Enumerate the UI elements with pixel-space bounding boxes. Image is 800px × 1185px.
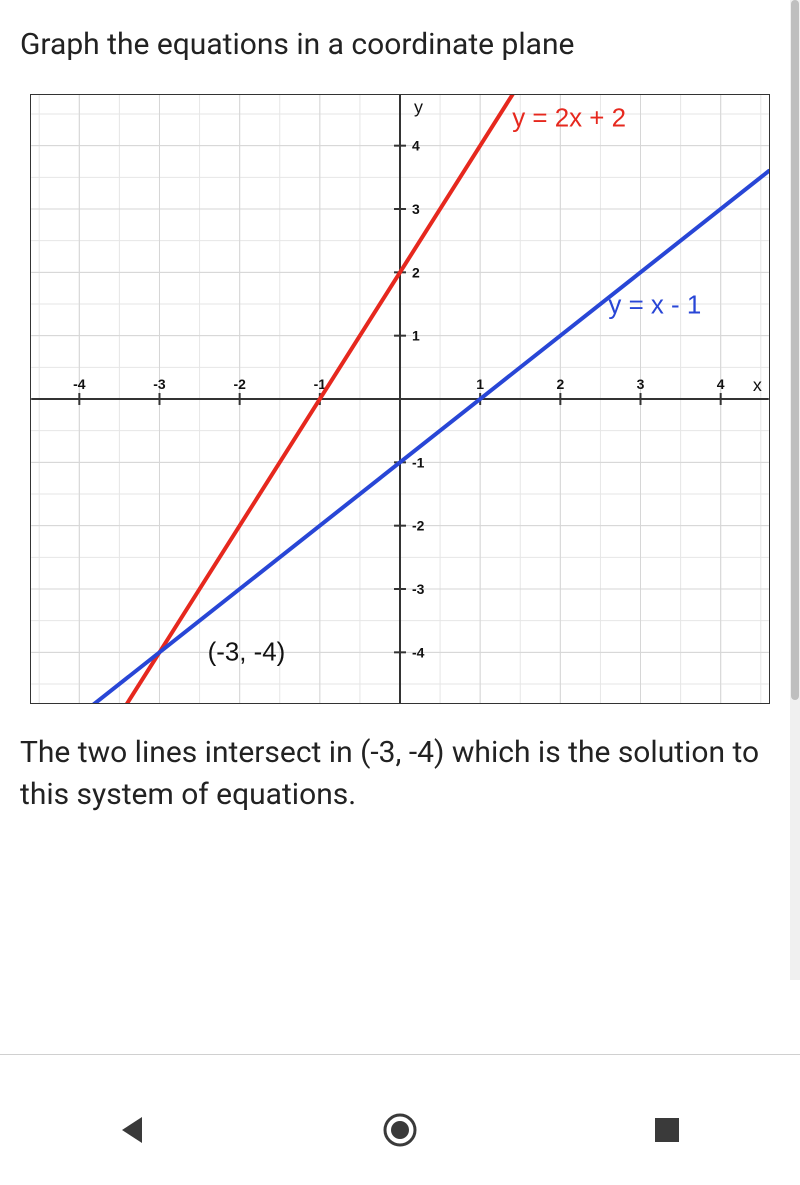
android-nav-bar (0, 1075, 800, 1185)
svg-text:-2: -2 (412, 518, 425, 534)
svg-text:-4: -4 (73, 376, 86, 392)
content-divider (0, 1054, 800, 1055)
svg-text:-4: -4 (412, 644, 425, 660)
back-button[interactable] (83, 1100, 183, 1160)
svg-text:y: y (414, 97, 423, 117)
svg-text:3: 3 (412, 201, 420, 217)
svg-text:-3: -3 (153, 376, 166, 392)
svg-text:2: 2 (412, 264, 420, 280)
graph-container: -4-3-2-112341234-1-2-3-4yxy = 2x + 2y = … (30, 94, 770, 704)
back-triangle-icon (116, 1113, 150, 1147)
recent-apps-button[interactable] (617, 1100, 717, 1160)
answer-text: The two lines intersect in (-3, -4) whic… (20, 732, 780, 816)
coordinate-graph: -4-3-2-112341234-1-2-3-4yxy = 2x + 2y = … (31, 95, 769, 703)
svg-text:x: x (753, 375, 762, 395)
svg-text:-1: -1 (412, 454, 425, 470)
svg-text:1: 1 (476, 376, 484, 392)
svg-text:(-3, -4): (-3, -4) (208, 638, 286, 666)
svg-text:-2: -2 (233, 376, 246, 392)
svg-text:3: 3 (637, 376, 645, 392)
recent-square-icon (652, 1115, 682, 1145)
svg-text:4: 4 (717, 376, 725, 392)
question-text: Graph the equations in a coordinate plan… (20, 24, 780, 66)
svg-text:y = x - 1: y = x - 1 (608, 292, 701, 320)
scrollbar-track[interactable] (790, 0, 800, 980)
home-button[interactable] (350, 1100, 450, 1160)
svg-text:y = 2x + 2: y = 2x + 2 (512, 105, 626, 133)
svg-text:-3: -3 (412, 581, 425, 597)
svg-text:1: 1 (412, 328, 420, 344)
svg-text:2: 2 (556, 376, 564, 392)
scrollbar-thumb[interactable] (791, 0, 799, 700)
svg-text:4: 4 (412, 138, 420, 154)
home-circle-icon (380, 1110, 420, 1150)
